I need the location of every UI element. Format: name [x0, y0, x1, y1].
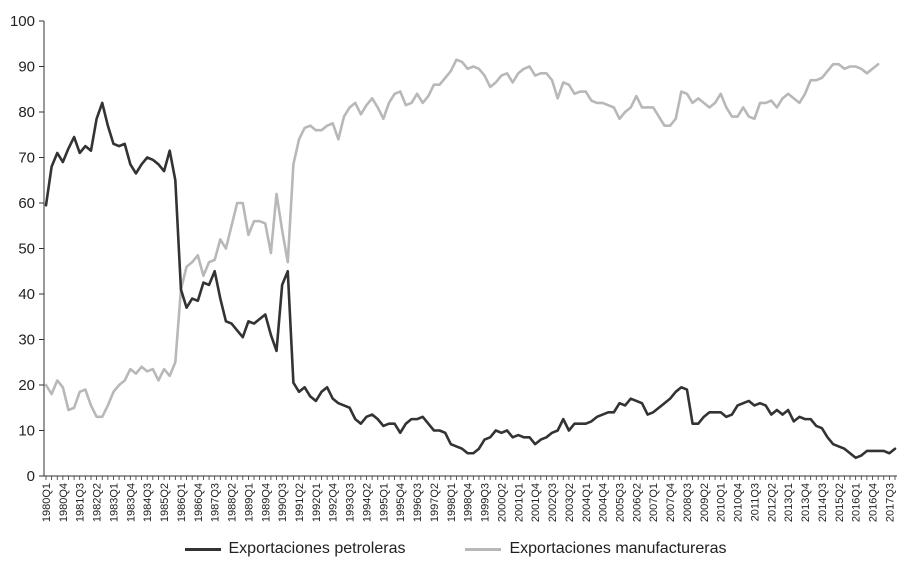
x-tick-label: 2014Q3 [817, 483, 829, 522]
x-tick-label: 2003Q2 [564, 483, 576, 522]
x-tick-label: 2010Q4 [733, 483, 745, 522]
x-tick-label: 1990Q3 [277, 483, 289, 522]
y-tick-label: 80 [18, 104, 35, 121]
x-tick-label: 1992Q4 [328, 483, 340, 522]
y-tick-label: 20 [18, 377, 35, 394]
y-tick-label: 40 [18, 286, 35, 303]
x-tick-label: 1986Q1 [176, 483, 188, 522]
x-axis: 1980Q1 1980Q4 1981Q3 1982Q2 1983Q1 1983Q4 1984… [41, 475, 897, 522]
series-line-petroleras [44, 101, 897, 460]
x-tick-label: 2008Q3 [682, 483, 694, 522]
y-tick-label: 30 [18, 332, 35, 349]
x-tick-label: 2000Q2 [496, 483, 508, 522]
x-tick-label: 1994Q2 [361, 483, 373, 522]
x-tick-label: 1987Q3 [210, 483, 222, 522]
x-tick-label: 2010Q1 [716, 483, 728, 522]
x-tick-label: 2001Q4 [530, 483, 542, 522]
x-tick-label: 2016Q1 [851, 483, 863, 522]
x-tick-label: 1997Q2 [429, 483, 441, 522]
x-tick-label: 2013Q4 [800, 483, 812, 522]
x-tick-label: 2001Q1 [513, 483, 525, 522]
x-tick-label: 1998Q4 [463, 483, 475, 522]
series-line-manufactureras [44, 58, 880, 419]
y-tick-label: 10 [18, 423, 35, 440]
x-tick-label: 2005Q3 [614, 483, 626, 522]
series-lines [44, 58, 897, 460]
x-tick-label: 1982Q2 [92, 483, 104, 522]
x-tick-label: 1984Q3 [142, 483, 154, 522]
legend-label-petroleras: Exportaciones petroleras [228, 540, 406, 557]
y-tick-label: 0 [27, 468, 35, 485]
x-tick-label: 1989Q1 [243, 483, 255, 522]
x-tick-label: 1981Q3 [75, 483, 87, 522]
x-tick-label: 1983Q1 [108, 483, 120, 522]
x-tick-label: 1983Q4 [125, 483, 137, 522]
y-tick-label: 70 [18, 150, 35, 167]
x-tick-label: 2006Q2 [631, 483, 643, 522]
x-tick-label: 2016Q4 [868, 483, 880, 522]
x-tick-label: 1985Q2 [159, 483, 171, 522]
x-tick-label: 2004Q1 [581, 483, 593, 522]
x-tick-label: 1995Q1 [378, 483, 390, 522]
x-tick-label: 1980Q1 [41, 483, 53, 522]
y-axis: 0 10 20 30 40 50 60 70 80 90 100 [10, 13, 45, 485]
legend: Exportaciones petroleras Exportaciones m… [0, 534, 911, 564]
y-tick-label: 50 [18, 241, 35, 258]
legend-label-manufactureras: Exportaciones manufactureras [509, 540, 727, 557]
x-tick-label: 1986Q4 [193, 483, 205, 522]
x-tick-label: 1992Q1 [311, 483, 323, 522]
x-tick-label: 2011Q3 [749, 483, 761, 521]
x-tick-label: 1998Q1 [446, 483, 458, 522]
x-tick-label: 2012Q2 [766, 483, 778, 522]
x-tick-label: 2007Q1 [648, 483, 660, 522]
x-tick-label: 2009Q2 [699, 483, 711, 522]
legend-swatch-manufactureras [465, 547, 502, 551]
x-tick-label: 1999Q3 [480, 483, 492, 522]
x-tick-label: 2015Q2 [834, 483, 846, 522]
legend-item-petroleras: Exportaciones petroleras [184, 540, 406, 558]
y-tick-label: 60 [18, 195, 35, 212]
x-tick-label: 2004Q4 [598, 483, 610, 522]
x-tick-label: 1991Q2 [294, 483, 306, 522]
x-tick-label: 2013Q1 [783, 483, 795, 522]
x-tick-label: 1993Q3 [345, 483, 357, 522]
legend-item-manufactureras: Exportaciones manufactureras [465, 540, 726, 558]
x-tick-label: 1996Q3 [412, 483, 424, 522]
line-chart: 0 10 20 30 40 50 60 70 80 90 100 1980Q1 1980Q4 1981Q… [10, 13, 897, 522]
x-tick-label: 2007Q4 [665, 483, 677, 522]
y-tick-label: 100 [10, 13, 35, 30]
x-tick-label: 2002Q3 [547, 483, 559, 522]
y-tick-label: 90 [18, 59, 35, 76]
legend-swatch-petroleras [184, 547, 221, 551]
x-tick-label: 1989Q4 [260, 483, 272, 522]
x-tick-label: 1980Q4 [58, 483, 70, 522]
x-tick-label: 1988Q2 [227, 483, 239, 522]
x-tick-label: 1995Q4 [395, 483, 407, 522]
x-tick-label: 2017Q3 [884, 483, 896, 522]
